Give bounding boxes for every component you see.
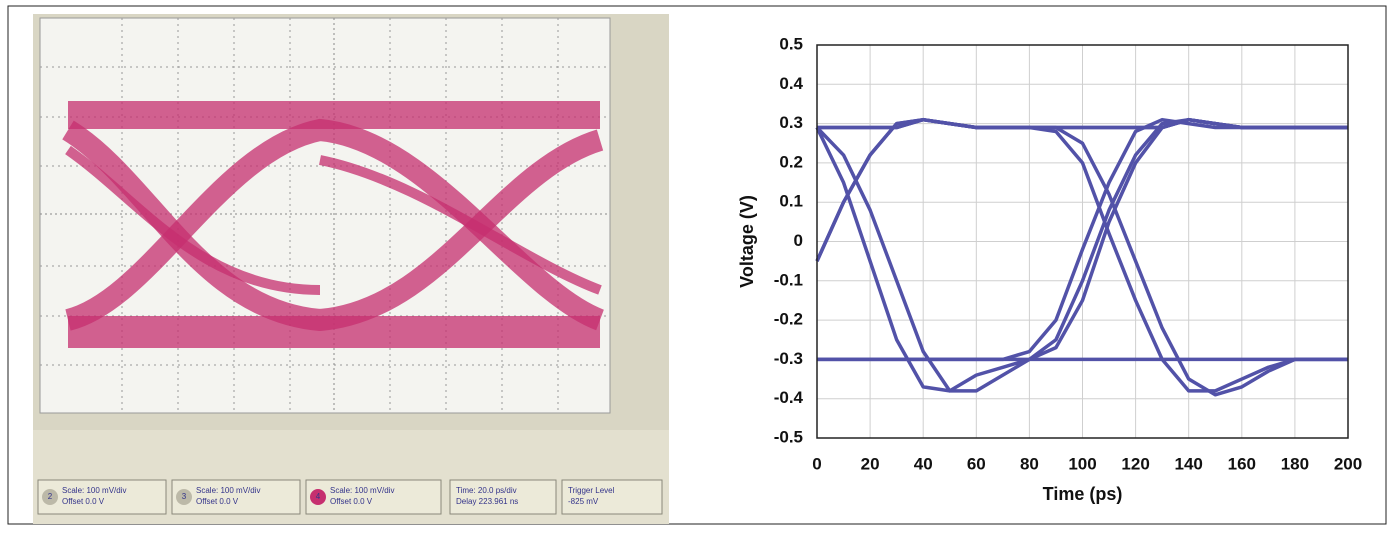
y-tick-label: -0.3 [774, 349, 803, 368]
x-tick-label: 140 [1175, 454, 1203, 473]
button-text: -825 mV [568, 497, 599, 506]
button-text: Trigger Level [568, 486, 615, 495]
button-text: Offset 0.0 V [330, 497, 373, 506]
y-axis-label: Voltage (V) [737, 195, 757, 288]
y-tick-label: 0.1 [779, 192, 803, 211]
x-tick-label: 100 [1068, 454, 1096, 473]
y-tick-label: 0 [794, 231, 803, 250]
button-text: Offset 0.0 V [62, 497, 105, 506]
button-face [306, 480, 441, 514]
scope-button: 4 Scale: 100 mV/div Offset 0.0 V [306, 480, 441, 514]
y-tick-label: 0.4 [779, 74, 803, 93]
x-axis-label: Time (ps) [1043, 484, 1123, 504]
x-tick-label: 60 [967, 454, 986, 473]
x-tick-label: 40 [914, 454, 933, 473]
scope-button: Time: 20.0 ps/div Delay 223.961 ns [450, 480, 556, 514]
y-tick-label: -0.5 [774, 427, 803, 446]
button-text: Scale: 100 mV/div [330, 486, 394, 495]
y-tick-label: -0.1 [774, 270, 803, 289]
button-text: Offset 0.0 V [196, 497, 239, 506]
y-tick-label: 0.3 [779, 113, 803, 132]
y-tick-label: 0.2 [779, 152, 803, 171]
scope-button: Trigger Level -825 mV [562, 480, 662, 514]
y-tick-label: -0.4 [774, 388, 804, 407]
button-text: Delay 223.961 ns [456, 497, 518, 506]
x-tick-label: 180 [1281, 454, 1309, 473]
channel-number: 2 [48, 492, 53, 501]
y-tick-label: -0.2 [774, 310, 803, 329]
x-tick-label: 120 [1121, 454, 1149, 473]
page: {"scope": {"buttons": [ {"channel": "2",… [0, 0, 1393, 529]
x-tick-label: 80 [1020, 454, 1039, 473]
button-text: Scale: 100 mV/div [62, 486, 126, 495]
button-text: Scale: 100 mV/div [196, 486, 260, 495]
scope-button: 2 Scale: 100 mV/div Offset 0.0 V [38, 480, 166, 514]
x-tick-label: 20 [861, 454, 880, 473]
y-tick-label: 0.5 [779, 34, 803, 53]
x-tick-label: 200 [1334, 454, 1362, 473]
scope-button: 3 Scale: 100 mV/div Offset 0.0 V [172, 480, 300, 514]
scope-panel [33, 14, 669, 524]
channel-number: 4 [316, 492, 321, 501]
figure: 2 Scale: 100 mV/div Offset 0.0 V 3 Scale: 10… [0, 0, 1393, 529]
scope-screen [40, 18, 610, 413]
x-tick-label: 160 [1228, 454, 1256, 473]
button-text: Time: 20.0 ps/div [456, 486, 517, 495]
channel-number: 3 [182, 492, 187, 501]
x-tick-label: 0 [812, 454, 821, 473]
